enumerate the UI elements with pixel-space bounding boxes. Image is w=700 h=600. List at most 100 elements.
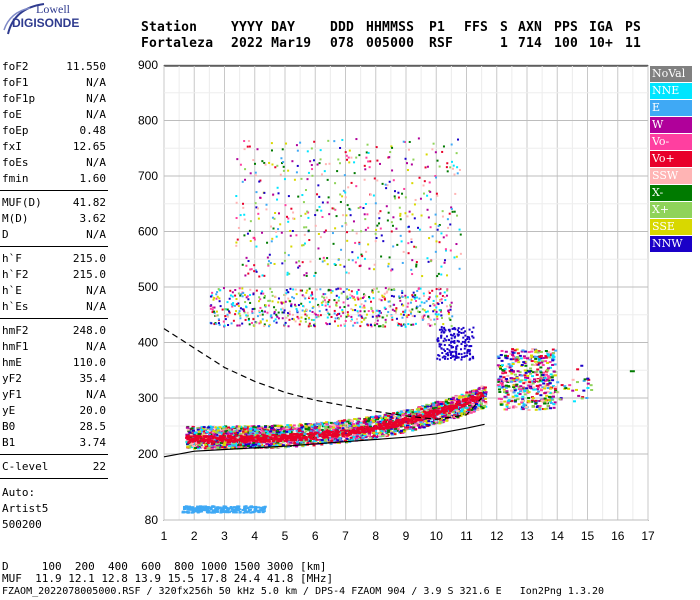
echo-point (365, 313, 368, 316)
echo-point (288, 310, 291, 313)
echo-point (245, 264, 248, 267)
echo-point (271, 430, 275, 433)
x-tick-label: 11 (460, 529, 473, 543)
echo-point (414, 294, 417, 297)
param-value: N/A (86, 92, 106, 105)
echo-point (259, 306, 262, 309)
param-key: h`F (2, 252, 22, 265)
y-tick-label: 400 (138, 336, 158, 350)
echo-point (354, 309, 357, 312)
echo-point (348, 161, 351, 164)
param-value: N/A (86, 228, 106, 241)
echo-point (427, 260, 430, 263)
echo-point (373, 263, 376, 266)
echo-point (284, 204, 287, 207)
echo-point (258, 427, 262, 430)
echo-point (335, 301, 338, 304)
echo-point (356, 422, 360, 425)
echo-point (304, 428, 308, 431)
echo-point (277, 297, 280, 300)
echo-point (218, 435, 222, 438)
echo-point (552, 352, 556, 355)
echo-point (540, 399, 544, 402)
echo-point (301, 309, 304, 312)
echo-point (282, 427, 286, 430)
echo-point (336, 430, 340, 433)
echo-point (527, 409, 531, 412)
echo-point (381, 294, 384, 297)
echo-point (515, 358, 519, 361)
echo-point (484, 391, 488, 394)
echo-point (342, 290, 345, 293)
echo-point (191, 445, 195, 448)
echo-point (258, 439, 262, 442)
echo-point (276, 198, 279, 201)
echo-point (360, 230, 363, 233)
echo-point (410, 238, 413, 241)
echo-point (450, 401, 454, 404)
divider (0, 318, 108, 319)
echo-point (295, 171, 298, 174)
echo-point (423, 301, 426, 304)
echo-point (534, 357, 538, 360)
echo-point (211, 291, 214, 294)
echo-point (291, 313, 294, 316)
divider (0, 246, 108, 247)
echo-point (375, 436, 379, 439)
echo-point (440, 317, 443, 320)
echo-point (388, 256, 391, 259)
echo-point (533, 388, 537, 391)
echo-point (502, 369, 506, 372)
echo-point (238, 324, 241, 327)
echo-point (293, 178, 296, 181)
echo-point (397, 191, 400, 194)
echo-point (500, 359, 504, 362)
echo-point (333, 263, 336, 266)
echo-point (297, 266, 300, 269)
echo-point (307, 325, 310, 328)
echo-point (356, 418, 360, 421)
echo-point (255, 191, 258, 194)
echo-point (357, 288, 360, 291)
echo-point (544, 360, 548, 363)
echo-point (270, 425, 274, 428)
echo-point (395, 307, 398, 310)
echo-point (287, 254, 290, 257)
y-tick-label: 700 (138, 169, 158, 183)
echo-point (258, 275, 261, 278)
echo-point (250, 321, 253, 324)
echo-point (253, 307, 256, 310)
echo-point (351, 430, 355, 433)
echo-point (268, 253, 271, 256)
echo-point (449, 249, 452, 252)
echo-point (271, 237, 274, 240)
echo-point (378, 431, 382, 434)
echo-point (340, 292, 343, 295)
echo-point (239, 307, 242, 310)
echo-point (300, 214, 303, 217)
echo-point (317, 423, 321, 426)
echo-point (291, 296, 294, 299)
echo-point (381, 435, 385, 438)
echo-point (383, 292, 386, 295)
hdr-value-date: 2022 Mar19 (231, 36, 312, 51)
echo-point (221, 446, 225, 449)
echo-point (500, 349, 504, 352)
echo-point (310, 437, 314, 440)
x-tick-label: 2 (191, 529, 198, 543)
echo-point (252, 425, 256, 428)
echo-point (386, 184, 389, 187)
param-value: 35.4 (79, 372, 107, 385)
echo-point (215, 322, 218, 325)
param-value: 3.62 (79, 212, 107, 225)
echo-point (429, 324, 432, 327)
echo-point (258, 322, 261, 325)
echo-point (207, 440, 211, 443)
echo-point (186, 426, 190, 429)
echo-point (362, 421, 366, 424)
echo-point (209, 307, 212, 310)
echo-point (304, 313, 307, 316)
echo-point (238, 312, 241, 315)
echo-point (414, 322, 417, 325)
echo-point (341, 195, 344, 198)
